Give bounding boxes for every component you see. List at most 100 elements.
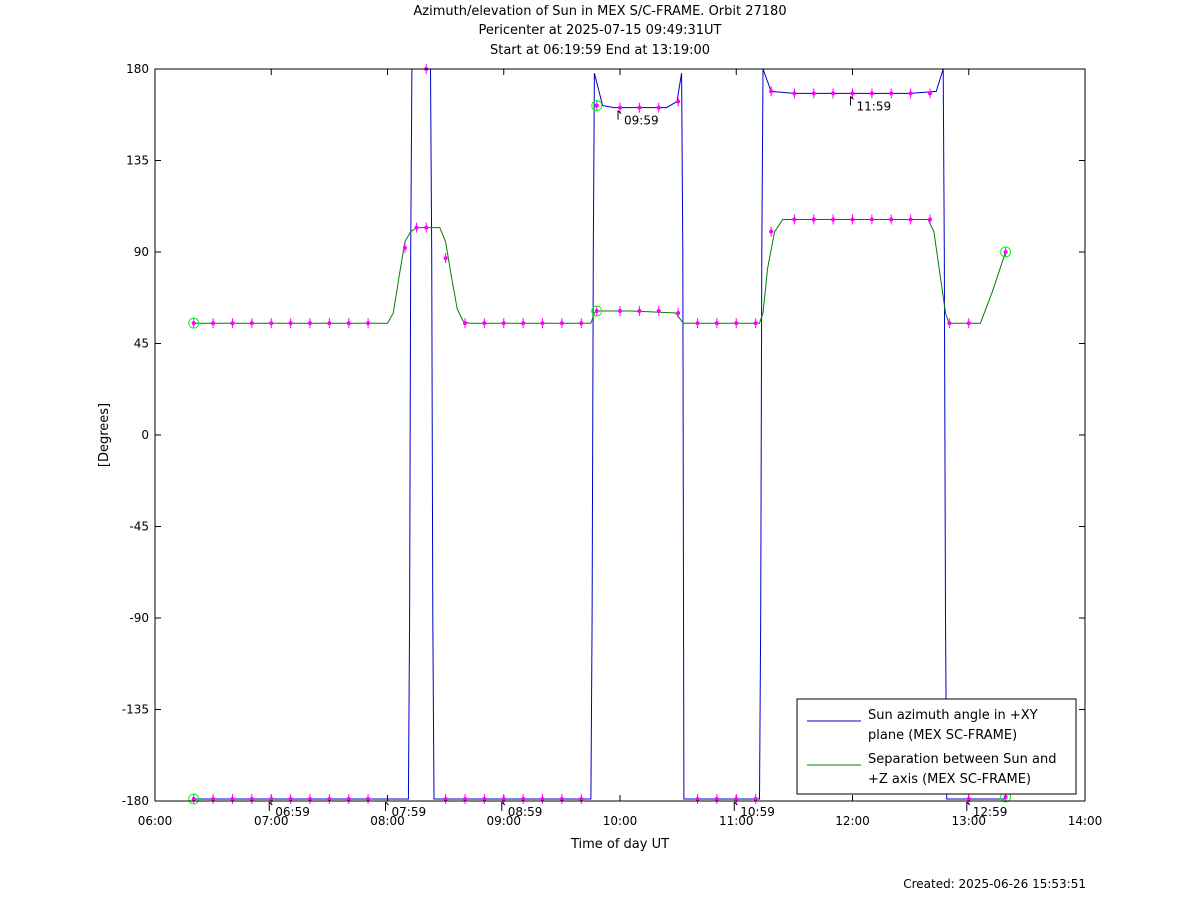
data-marker-dot [769,229,774,234]
data-marker-dot [463,796,468,801]
endpoint-circle [188,317,200,329]
y-tick-label: 90 [134,245,149,259]
data-marker-dot [966,321,971,326]
data-marker-dot [656,105,661,110]
endpoint-circle [188,793,200,805]
hour-tick-arrow [268,801,273,806]
data-marker-dot [346,321,351,326]
x-tick-label: 09:00 [486,814,521,828]
data-marker-dot [521,321,526,326]
data-marker-dot [811,217,816,222]
hour-tick-arrow [966,801,971,806]
data-marker-dot [618,308,622,313]
data-marker-dot [811,91,816,96]
x-tick-label: 08:00 [370,814,405,828]
data-marker-dot [889,91,894,96]
x-tick-label: 10:00 [603,814,638,828]
data-marker-dot [191,321,196,326]
data-marker-dot [269,796,274,801]
data-marker-dot [792,217,797,222]
hour-tick-arrow [617,110,622,114]
y-tick-label: -45 [129,520,149,534]
chart-title-line-2: Pericenter at 2025-07-15 09:49:31UT [478,23,722,38]
data-marker-dot [327,321,332,326]
x-tick-label: 06:00 [138,814,173,828]
data-marker-dot [831,91,836,96]
data-marker-dot [288,796,293,801]
data-marker-dot [594,103,599,108]
data-marker-dot [714,796,719,801]
data-marker-dot [676,99,681,104]
data-marker-dot [463,321,468,326]
data-marker-dot [792,91,797,96]
data-marker-dot [656,308,661,313]
data-marker-dot [579,796,584,801]
data-marker-dot [327,796,332,801]
data-marker-dot [908,217,913,222]
hour-tick-arrow [733,801,738,806]
data-marker-dot [928,217,933,222]
data-marker-dot [482,796,487,801]
data-marker-dot [482,321,487,326]
data-marker-dot [734,321,739,326]
data-marker-dot [307,321,312,326]
data-marker-dot [769,89,774,94]
separation-series-line [193,219,1007,324]
data-marker-dot [540,321,545,326]
created-timestamp: Created: 2025-06-26 15:53:51 [903,877,1086,891]
azimuth-series-line [193,68,1006,800]
data-marker-dot [695,321,700,326]
data-marker-dot [753,321,758,326]
data-marker-dot [443,256,448,261]
data-marker-dot [637,105,642,110]
data-marker-dot [869,217,874,222]
data-marker-dot [734,796,739,801]
x-axis-label: Time of day UT [570,837,669,852]
x-tick-label: 11:00 [719,814,754,828]
data-marker-dot [753,796,758,801]
data-marker-dot [191,796,196,801]
plot-frame [154,68,1086,802]
data-marker-dot [695,796,700,801]
x-tick-label: 14:00 [1068,814,1103,828]
y-tick-label: -90 [129,611,149,625]
legend: Sun azimuth angle in +XY plane (MEX SC-FR… [796,698,1077,795]
data-marker-dot [424,225,429,230]
data-marker-dot [1003,794,1008,799]
endpoint-circle [1000,246,1012,258]
data-marker-dot [230,796,235,801]
data-marker-dot [230,321,235,326]
y-axis-label: [Degrees] [97,403,112,467]
endpoint-circle [591,100,603,112]
data-marker-dot [288,321,293,326]
y-tick-label: 135 [126,154,149,168]
data-marker-dot [402,245,407,250]
hour-tick-arrow [501,801,506,806]
data-marker-dot [676,311,681,315]
chart-title-line-3: Start at 06:19:59 End at 13:19:00 [489,43,711,58]
legend-label: Sun azimuth angle in +XY [868,708,1038,723]
hour-tick-arrow [385,801,389,806]
data-marker-dot [618,105,622,110]
data-marker-dot [346,796,351,801]
data-marker-dot [714,321,719,326]
y-tick-label: 0 [141,428,149,442]
data-marker-dot [559,796,564,801]
data-marker-dot [501,796,506,801]
data-marker-dot [559,321,564,326]
chart-title-line-1: Azimuth/elevation of Sun in MEX S/C-FRAM… [413,4,787,19]
data-marker-dot [850,91,855,96]
data-marker-dot [414,225,419,230]
hour-tick-label: 07:59 [392,805,427,819]
data-marker-dot [249,321,254,326]
data-marker-dot [1003,250,1008,254]
data-marker-dot [579,321,584,326]
y-tick-label: -180 [122,794,149,808]
data-marker-dot [947,321,952,326]
data-marker-dot [908,91,913,96]
data-marker-dot [869,91,874,96]
hour-tick-label: 11:59 [857,99,892,113]
hour-tick-label: 06:59 [275,805,310,819]
y-tick-label: -135 [122,703,149,717]
